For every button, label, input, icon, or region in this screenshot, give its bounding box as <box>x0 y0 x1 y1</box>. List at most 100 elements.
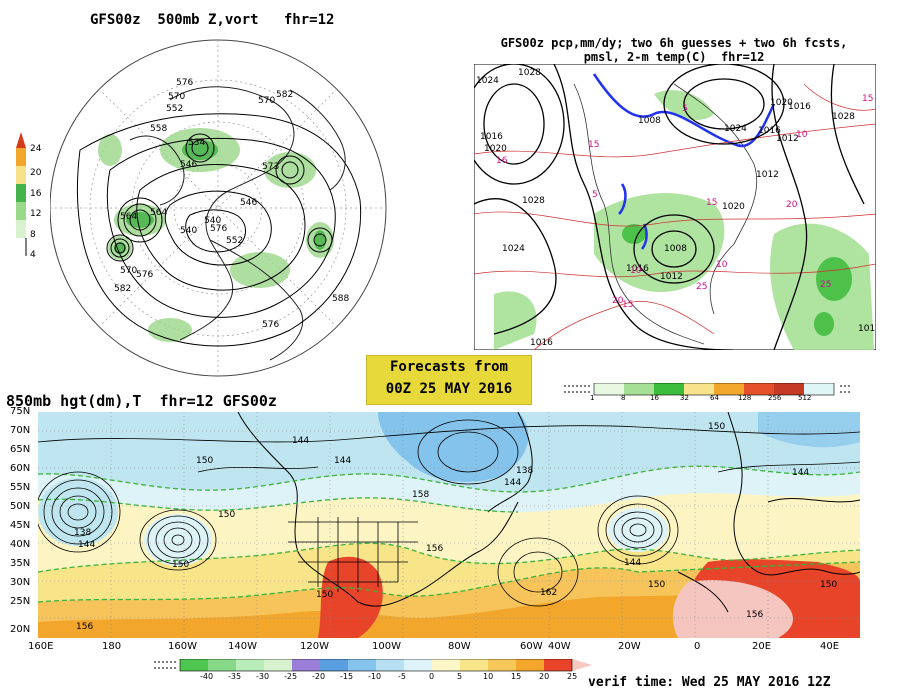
hgt-label-19: 150 <box>316 590 334 600</box>
hgt-label-13: 162 <box>540 588 558 598</box>
polar-map-500mb <box>50 39 387 377</box>
cb850-11: 15 <box>511 672 522 681</box>
lon-0: 0 <box>694 641 701 652</box>
pmsl-label-4: 1028 <box>522 196 545 206</box>
cb850-0: -40 <box>200 672 214 681</box>
colorbar-precip-graphic <box>564 382 850 396</box>
lon-120W: 120W <box>300 641 329 652</box>
cb500-label-3: 12 <box>30 209 42 219</box>
hgt-label-15: 150 <box>648 580 666 590</box>
hgt-label-8: 138 <box>74 528 92 538</box>
cbp-6: 256 <box>768 394 782 402</box>
t2m-label-5: 10 <box>796 130 808 140</box>
t2m-label-4: 5 <box>592 190 598 200</box>
lat-30N: 30N <box>10 577 31 588</box>
hgt-label-3: 150 <box>708 422 726 432</box>
panel-precip-title-2: pmsl, 2-m temp(C) fhr=12 <box>583 50 765 64</box>
cbp-7: 512 <box>798 394 812 402</box>
lat-50N: 50N <box>10 501 31 512</box>
pmsl-label-11: 1024 <box>724 124 747 134</box>
pmsl-label-16: 1016 <box>530 338 553 348</box>
cbp-0: 1 <box>590 394 595 402</box>
colorbar-850mb-graphic <box>154 658 592 672</box>
cb850-5: -15 <box>340 672 354 681</box>
lat-25N: 25N <box>10 596 31 607</box>
t2m-label-7: 25 <box>820 280 832 290</box>
cbp-1: 8 <box>621 394 626 402</box>
cb500-label-2: 16 <box>30 189 42 199</box>
t2m-label-10: 20 <box>612 296 624 306</box>
hgt-label-12: 150 <box>172 560 190 570</box>
hgt-label-10: 156 <box>426 544 444 554</box>
t2m-label-0: 15 <box>862 94 874 104</box>
z500-label-18: 588 <box>332 294 350 304</box>
hgt-label-14: 144 <box>624 558 642 568</box>
z500-label-15: 570 <box>120 266 138 276</box>
z500-label-5: 534 <box>188 138 206 148</box>
z500-label-11: 573 <box>262 162 280 172</box>
z500-label-16: 576 <box>136 270 154 280</box>
cbp-2: 16 <box>650 394 659 402</box>
cb850-2: -30 <box>256 672 270 681</box>
hgt-label-6: 158 <box>412 490 430 500</box>
cb850-3: -25 <box>284 672 298 681</box>
lon-20E: 20E <box>752 641 772 652</box>
lat-35N: 35N <box>10 558 31 569</box>
z500-label-1: 570 <box>168 92 186 102</box>
hgt-label-11: 156 <box>76 622 94 632</box>
cb850-1: -35 <box>228 672 242 681</box>
cb850-6: -10 <box>368 672 382 681</box>
cb850-7: -5 <box>398 672 406 681</box>
hgt-label-5: 144 <box>504 478 522 488</box>
hgt-label-4: 138 <box>516 466 534 476</box>
pmsl-label-10: 1020 <box>722 202 745 212</box>
colorbar-500mb: 24 20 16 12 8 4 <box>12 132 52 262</box>
pmsl-label-15: 1008 <box>638 116 661 126</box>
cb500-label-4: 8 <box>30 230 36 240</box>
forecast-banner: Forecasts from 00Z 25 MAY 2016 <box>366 355 532 405</box>
t2m-label-1: 15 <box>588 140 600 150</box>
hgt-label-1: 150 <box>196 456 214 466</box>
cb500-label-1: 20 <box>30 168 42 178</box>
hgt-label-7: 150 <box>218 510 236 520</box>
z500-label-10: 546 <box>240 198 258 208</box>
z500-label-3: 558 <box>150 124 168 134</box>
pmsl-label-12: 1016 <box>758 126 781 136</box>
panel-850mb-title: 850mb hgt(dm),T fhr=12 GFS00z <box>6 392 277 410</box>
colorbar-precip: 1 8 16 32 64 128 256 512 <box>562 382 852 404</box>
t2m-label-8: 10 <box>630 266 642 276</box>
pmsl-label-0: 1024 <box>476 76 499 86</box>
cbp-5: 128 <box>738 394 752 402</box>
t2m-label-11: 25 <box>696 282 708 292</box>
lat-60N: 60N <box>10 463 31 474</box>
z500-label-13: 540 <box>204 216 222 226</box>
lat-40N: 40N <box>10 539 31 550</box>
lat-65N: 65N <box>10 444 31 455</box>
z500-label-9: 576 <box>210 224 228 234</box>
lon-100W: 100W <box>372 641 401 652</box>
cb850-9: 5 <box>457 672 463 681</box>
lat-20N: 20N <box>10 624 31 635</box>
map-850mb <box>38 412 860 638</box>
verif-time: verif time: Wed 25 MAY 2016 12Z <box>588 675 831 690</box>
pmsl-label-14: 1016 <box>788 102 811 112</box>
cb500-label-5: 4 <box>30 250 36 260</box>
z500-label-17: 582 <box>114 284 132 294</box>
lon-40E: 40E <box>820 641 840 652</box>
pmsl-label-1: 1028 <box>518 68 541 78</box>
pmsl-label-3: 1020 <box>484 144 507 154</box>
z500-label-6: 570 <box>258 96 276 106</box>
hgt-label-16: 144 <box>792 468 810 478</box>
lon-40W: 40W <box>548 641 571 652</box>
lon-160E: 160E <box>28 641 54 652</box>
t2m-label-9: 15 <box>706 198 718 208</box>
z500-label-12: 540 <box>180 226 198 236</box>
pmsl-label-19: 101 <box>858 324 876 334</box>
pmsl-label-8: 1008 <box>664 244 687 254</box>
pmsl-label-5: 1024 <box>502 244 525 254</box>
hgt-label-2: 144 <box>334 456 352 466</box>
colorbar-850mb: -40 -35 -30 -25 -20 -15 -10 -5 0 5 10 15… <box>154 658 594 686</box>
lat-55N: 55N <box>10 482 31 493</box>
lon-60W: 60W <box>520 641 543 652</box>
cb850-13: 25 <box>567 672 578 681</box>
